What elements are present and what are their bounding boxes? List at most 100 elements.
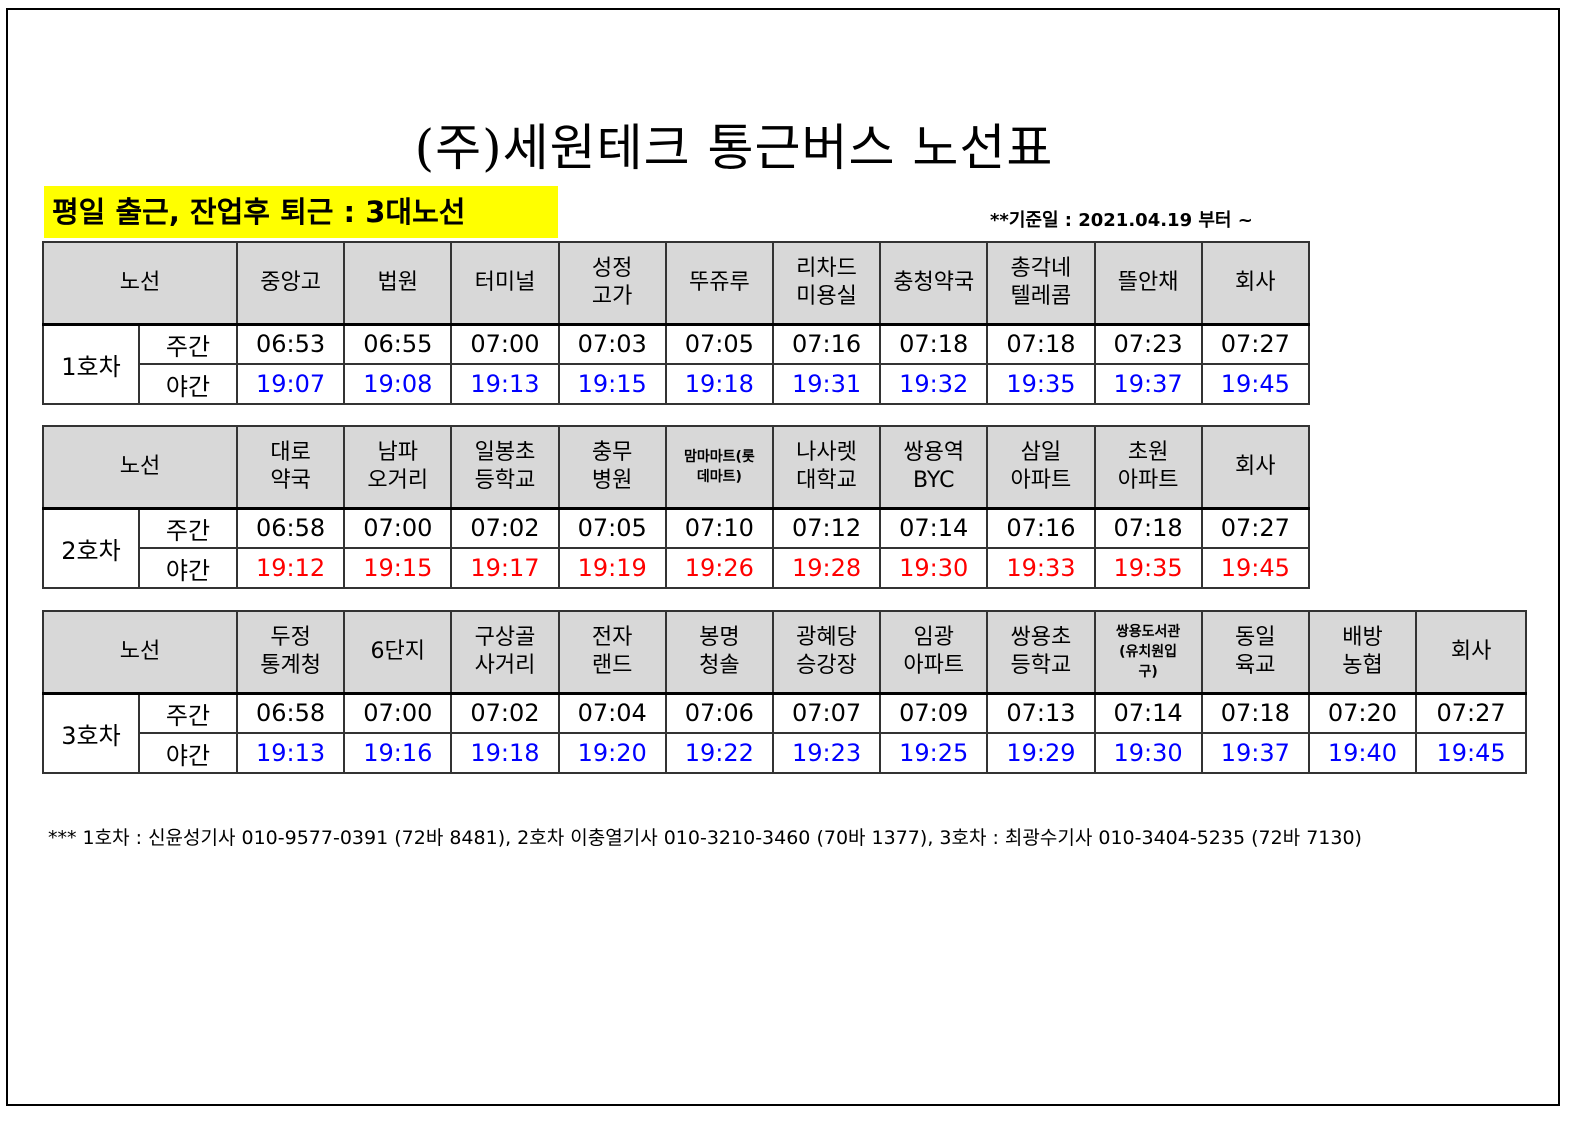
stop-name-line: 6단지: [370, 638, 426, 664]
night-time: 19:28: [771, 547, 882, 589]
stop-name-line: 일봉초: [474, 439, 536, 465]
day-time: 06:53: [236, 322, 346, 365]
stop-name: 구상골 사거리: [450, 610, 560, 694]
night-time: 19:45: [1200, 363, 1310, 405]
stop-name-line: 회사: [1235, 453, 1276, 479]
stop-name-line: 등학교: [474, 467, 536, 493]
stop-name-line: 남파: [377, 439, 419, 465]
night-time: 19:35: [986, 363, 1096, 405]
route-label: 노선: [41, 241, 239, 325]
route-label: 노선: [41, 610, 239, 694]
stop-name-line: 두정: [270, 624, 311, 650]
day-time: 06:58: [236, 506, 346, 549]
night-time: 19:40: [1307, 732, 1418, 774]
stop-name-line: 미용실: [796, 283, 857, 309]
stop-name: 뜰안채: [1093, 241, 1203, 325]
day-time: 07:09: [879, 691, 989, 734]
stop-name-line: 오거리: [367, 467, 429, 493]
night-time: 19:18: [450, 732, 560, 774]
night-time: 19:31: [771, 363, 882, 405]
night-time: 19:26: [664, 547, 774, 589]
stop-name-line: (유치원입: [1119, 643, 1178, 660]
day-time: 07:27: [1415, 691, 1528, 734]
stop-name: 중앙고: [236, 241, 346, 325]
day-time: 07:16: [986, 506, 1096, 549]
stop-name: 대로 약국: [236, 425, 346, 509]
night-time: 19:12: [236, 547, 346, 589]
night-time: 19:30: [879, 547, 989, 589]
night-time: 19:30: [1093, 732, 1203, 774]
stop-name: 뚜쥬루: [664, 241, 774, 325]
stop-name: 광혜당 승강장: [771, 610, 882, 694]
stop-name: 맘마마트(롯 데마트): [664, 425, 774, 509]
bus-number: 1호차: [42, 322, 140, 405]
day-time: 07:14: [1093, 691, 1203, 734]
night-time: 19:17: [450, 547, 560, 589]
stop-name-line: 임광: [913, 624, 954, 650]
stop-name-line: 배방: [1342, 624, 1383, 650]
stop-name-line: 랜드: [591, 652, 633, 678]
day-time: 07:18: [1093, 506, 1203, 549]
stop-name-line: 쌍용도서관: [1115, 623, 1181, 640]
stop-name-line: 약국: [270, 467, 311, 493]
night-time: 19:45: [1415, 732, 1528, 774]
stop-name-line: 사거리: [474, 652, 536, 678]
stop-name-line: 봉명: [699, 624, 740, 650]
stop-name: 삼일 아파트: [986, 425, 1096, 509]
night-time: 19:22: [664, 732, 774, 774]
stop-name: 초원 아파트: [1093, 425, 1203, 509]
page-frame: [6, 8, 1560, 1106]
day-time: 06:58: [236, 691, 346, 734]
stop-name-line: BYC: [912, 467, 955, 493]
stop-name-line: 삼일: [1020, 439, 1062, 465]
day-time: 07:02: [450, 506, 560, 549]
night-time: 19:16: [343, 732, 453, 774]
stop-name-line: 아파트: [1010, 467, 1072, 493]
stop-name: 쌍용초 등학교: [986, 610, 1096, 694]
stop-name-line: 리차드: [796, 255, 857, 281]
day-time: 06:55: [343, 322, 453, 365]
day-time: 07:20: [1307, 691, 1418, 734]
stop-name-line: 법원: [377, 269, 419, 295]
night-time: 19:29: [986, 732, 1096, 774]
stop-name-line: 아파트: [903, 652, 965, 678]
stop-name-line: 대학교: [796, 467, 857, 493]
night-time: 19:35: [1093, 547, 1203, 589]
day-time: 07:00: [343, 506, 453, 549]
stop-name-line: 회사: [1450, 638, 1492, 664]
stop-name: 총각네 텔레콤: [986, 241, 1096, 325]
bus-number: 3호차: [42, 691, 140, 774]
day-time: 07:04: [557, 691, 667, 734]
day-time: 07:00: [450, 322, 560, 365]
stop-name: 성정 고가: [557, 241, 667, 325]
night-time: 19:13: [450, 363, 560, 405]
stop-name: 일봉초 등학교: [450, 425, 560, 509]
stop-name: 충무 병원: [557, 425, 667, 509]
stop-name: 봉명 청솔: [664, 610, 774, 694]
page-title: (주)세원테크 통근버스 노선표: [414, 119, 1054, 177]
stop-name: 6단지: [343, 610, 453, 694]
stop-name-line: 전자: [591, 624, 633, 650]
stop-name-line: 뜰안채: [1117, 269, 1179, 295]
stop-name: 배방 농협: [1307, 610, 1418, 694]
night-shift-label: 야간: [137, 363, 239, 405]
stop-name-line: 동일: [1235, 624, 1276, 650]
day-shift-label: 주간: [137, 691, 239, 734]
stop-name-line: 육교: [1235, 652, 1276, 678]
day-time: 07:27: [1200, 506, 1310, 549]
day-time: 07:03: [557, 322, 667, 365]
stop-name-line: 나사렛: [796, 439, 857, 465]
stop-name: 회사: [1200, 241, 1310, 325]
day-time: 07:02: [450, 691, 560, 734]
day-time: 07:13: [986, 691, 1096, 734]
stop-name-line: 총각네: [1010, 255, 1072, 281]
schedule-subtitle: 평일 출근, 잔업후 퇴근 : 3대노선: [44, 186, 558, 238]
day-time: 07:07: [771, 691, 882, 734]
stop-name-line: 광혜당: [796, 624, 857, 650]
night-shift-label: 야간: [137, 732, 239, 774]
night-time: 19:13: [236, 732, 346, 774]
day-shift-label: 주간: [137, 506, 239, 549]
stop-name: 리차드 미용실: [771, 241, 882, 325]
day-time: 07:23: [1093, 322, 1203, 365]
stop-name-line: 충청약국: [893, 269, 975, 295]
